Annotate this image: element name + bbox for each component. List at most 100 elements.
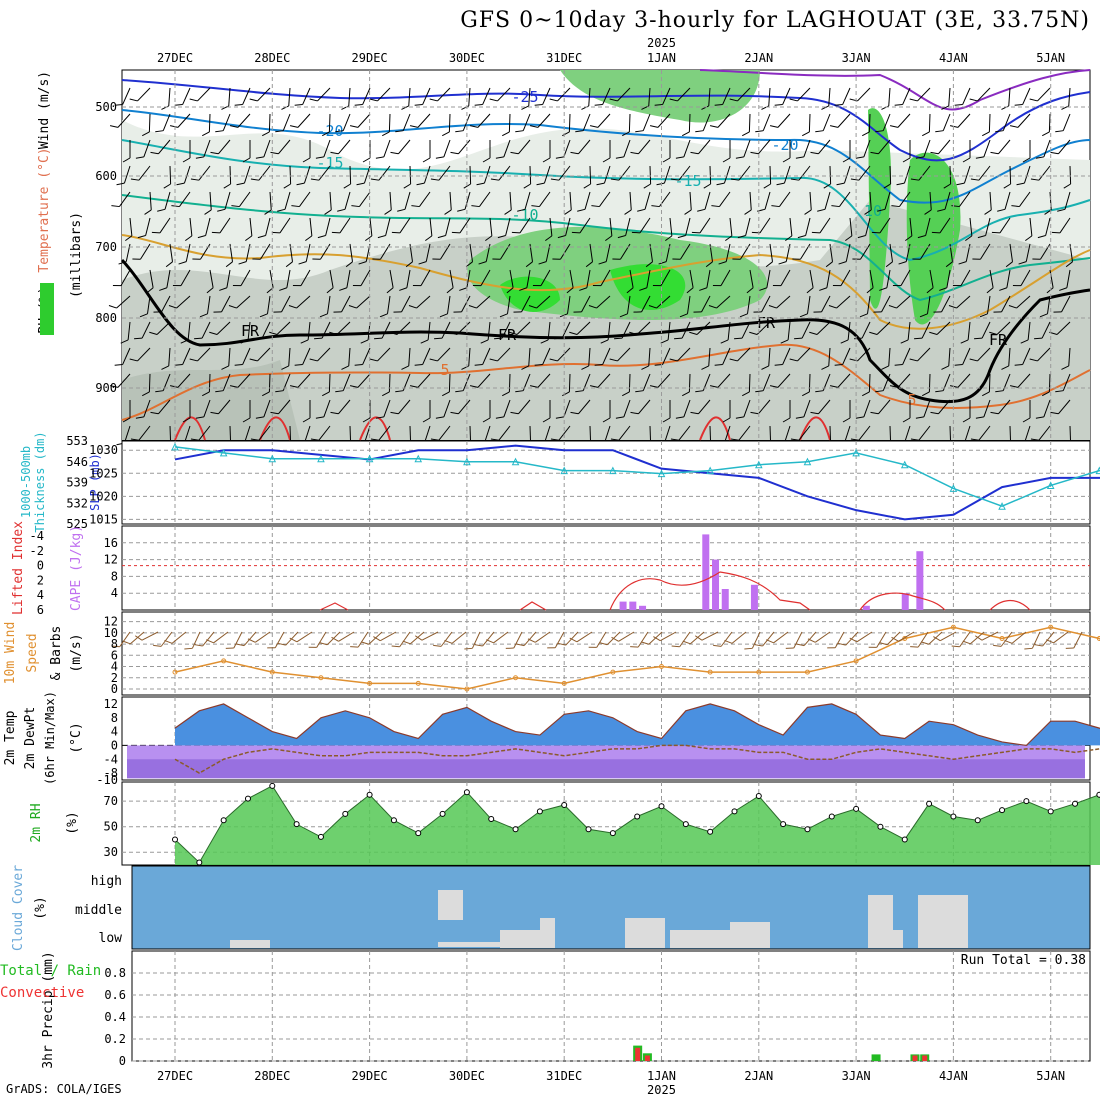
wind10-barb-staff [410, 631, 425, 645]
wind-barb [823, 165, 832, 189]
wind10-barb-flag [391, 645, 400, 648]
barb-staff [708, 87, 711, 106]
ylabel-wind: Wind (m/s) [37, 71, 52, 149]
barb-flag [165, 261, 173, 268]
thickness-point [998, 502, 1006, 510]
wind-barb [672, 243, 691, 260]
wind-barb [690, 399, 711, 415]
barb-flag [870, 411, 879, 415]
wind-barb [335, 373, 351, 393]
wind-barb [354, 87, 371, 106]
wind-barb [557, 217, 571, 239]
barb-flag [386, 287, 394, 294]
wind-barb [888, 295, 911, 309]
barb-staff [122, 87, 131, 105]
wind-barb [429, 347, 451, 362]
upper-panel [121, 69, 1091, 441]
barb-flag [596, 182, 605, 186]
barb-flag [305, 235, 313, 242]
barb-flag [691, 231, 700, 234]
ylabel-minmax: (6hr Min/Max) [43, 691, 57, 785]
barb-staff [158, 139, 171, 155]
barb-flag [742, 391, 750, 397]
wind-barb [116, 165, 131, 186]
barb-staff [797, 87, 811, 102]
barb-flag [658, 261, 667, 265]
barb-staff [897, 113, 911, 128]
wind-barb [135, 399, 151, 419]
axis-labels: 27DEC27DEC28DEC28DEC29DEC29DEC30DEC30DEC… [0, 36, 1086, 1097]
cloud-block [700, 930, 730, 948]
barb-flag [869, 331, 878, 335]
wind-barb [610, 425, 631, 441]
rh2m-point [999, 807, 1006, 814]
barb-flag [922, 391, 930, 397]
barb-staff [618, 425, 631, 441]
wind-barb [857, 217, 871, 239]
barb-staff [803, 399, 811, 418]
cloud-block [230, 940, 270, 948]
wind-barb [982, 113, 991, 137]
barb-flag [1057, 208, 1066, 212]
barb-flag [450, 151, 459, 155]
wind-barb [573, 295, 591, 313]
barb-staff [349, 165, 352, 185]
barb-flag [875, 130, 884, 133]
barb-flag [294, 363, 303, 366]
thickness-point [852, 448, 860, 457]
barb-flag [592, 285, 602, 287]
barb-flag [1055, 130, 1064, 133]
barb-flag [451, 231, 460, 234]
barb-flag [930, 151, 939, 155]
barb-staff [228, 347, 231, 366]
barb-staff [377, 347, 391, 362]
barb-staff [268, 373, 271, 393]
wind-barb [610, 165, 631, 181]
barb-staff [119, 191, 131, 207]
wind-barb [836, 165, 851, 186]
barb-staff [988, 373, 991, 393]
wind-barb [474, 87, 491, 106]
barb-flag [665, 235, 673, 242]
cape-bar [862, 605, 870, 610]
wind-barb [949, 373, 971, 388]
barb-staff [803, 139, 811, 158]
barb-flag [562, 391, 570, 397]
wind10-barb [796, 631, 817, 647]
ylabel-slp: SLP (mb) [88, 453, 102, 511]
wind-barb [571, 217, 591, 234]
barb-staff [1004, 191, 1011, 210]
barb-flag [889, 385, 899, 388]
wind-barb [990, 399, 1011, 415]
wind-barb [309, 87, 331, 102]
rh2m-point [585, 826, 592, 833]
barb-flag [662, 417, 671, 423]
barb-flag [695, 130, 704, 133]
wind-barb [922, 373, 931, 397]
wind-barb [596, 165, 611, 186]
barb-staff [362, 87, 371, 105]
barb-staff [939, 217, 951, 234]
barb-staff [279, 217, 291, 234]
wind10-barb-staff [1042, 631, 1055, 647]
barb-flag [1001, 365, 1009, 370]
precip-tick: 0 [119, 1054, 126, 1068]
barb-flag [809, 331, 818, 335]
barb-flag [264, 209, 272, 215]
barb-flag [954, 103, 963, 106]
barb-flag [922, 131, 930, 137]
wind-barb [310, 165, 331, 181]
barb-staff [888, 347, 891, 366]
ylabel-rh2m: 2m RH [29, 803, 44, 842]
wind-barb [430, 165, 451, 181]
wind10-tick: 6 [111, 648, 118, 662]
barb-flag [732, 258, 741, 260]
wind-barb [914, 321, 931, 340]
wind-barb [729, 347, 751, 362]
barb-staff [727, 321, 731, 340]
barb-flag [958, 261, 967, 265]
wind-barb [869, 321, 891, 335]
wind10-point [269, 669, 275, 675]
barb-staff [986, 295, 991, 314]
barb-flag [675, 416, 684, 419]
